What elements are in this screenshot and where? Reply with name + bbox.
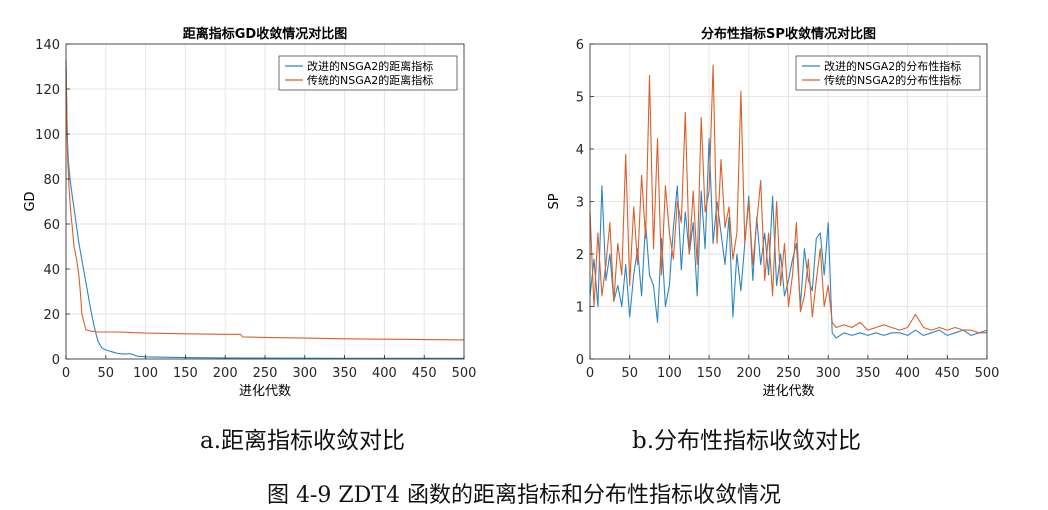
y-tick-label: 6 (576, 38, 584, 53)
figure-caption: 图 4-9 ZDT4 函数的距离指标和分布性指标收敛情况 (266, 483, 781, 508)
series-line-traditional (589, 64, 988, 334)
y-tick-label: 40 (43, 263, 60, 278)
y-tick-label: 0 (52, 353, 60, 368)
x-tick-label: 300 (292, 366, 317, 381)
subcaption-a: a.距离指标收敛对比 (200, 428, 406, 454)
x-tick-label: 0 (586, 366, 594, 381)
x-tick-label: 200 (213, 366, 238, 381)
x-axis-label: 进化代数 (239, 384, 291, 399)
series-line-traditional (65, 66, 465, 341)
x-tick-label: 500 (452, 366, 477, 381)
x-tick-label: 350 (332, 366, 357, 381)
y-tick-label: 120 (35, 83, 60, 98)
y-tick-label: 140 (35, 38, 60, 53)
chart-panel-1: 0 50 100 150 200 250 300 350 400 450 500 0 20 40 60 80 1… (23, 26, 476, 399)
chart-panel-2: 0 50 100 150 200 250 300 350 400 450 500 0 1 2 3 4 5 6 分布性… (547, 26, 999, 399)
x-tick-label: 400 (895, 366, 920, 381)
x-tick-label: 400 (372, 366, 397, 381)
x-tick-label: 50 (621, 366, 638, 381)
x-tick-label: 150 (173, 366, 198, 381)
x-tick-label: 500 (975, 366, 1000, 381)
legend-label: 传统的NSGA2的分布性指标 (824, 73, 961, 87)
x-tick-label: 100 (657, 366, 682, 381)
x-tick-label: 300 (816, 366, 841, 381)
x-tick-label: 50 (98, 366, 115, 381)
x-tick-label: 250 (776, 366, 801, 381)
legend-label: 改进的NSGA2的距离指标 (307, 59, 433, 73)
y-axis-label: GD (23, 191, 38, 211)
legend-box (795, 55, 981, 91)
y-tick-label: 1 (576, 301, 584, 316)
series-line-improved (65, 59, 464, 359)
subcaption-b: b.分布性指标收敛对比 (632, 428, 862, 454)
y-tick-label: 20 (43, 308, 60, 323)
x-tick-label: 150 (697, 366, 722, 381)
x-tick-label: 0 (62, 366, 70, 381)
y-tick-label: 5 (576, 91, 584, 106)
x-tick-label: 250 (253, 366, 278, 381)
x-tick-label: 450 (935, 366, 960, 381)
chart-title: 分布性指标SP收敛情况对比图 (701, 26, 876, 42)
y-axis-label: SP (547, 193, 562, 209)
y-tick-label: 100 (35, 128, 60, 143)
y-tick-label: 60 (43, 218, 60, 233)
x-tick-label: 200 (736, 366, 761, 381)
x-axis-label: 进化代数 (762, 384, 814, 399)
legend-label: 改进的NSGA2的分布性指标 (824, 59, 961, 73)
y-tick-label: 3 (576, 196, 584, 211)
y-tick-label: 4 (576, 143, 584, 158)
x-tick-label: 450 (412, 366, 437, 381)
legend-label: 传统的NSGA2的距离指标 (307, 73, 433, 87)
y-tick-label: 0 (576, 353, 584, 368)
y-tick-label: 2 (576, 248, 584, 263)
x-tick-label: 350 (855, 366, 880, 381)
chart-title: 距离指标GD收敛情况对比图 (183, 26, 347, 42)
legend-box (278, 55, 458, 91)
y-tick-label: 80 (43, 173, 60, 188)
x-tick-label: 100 (133, 366, 158, 381)
